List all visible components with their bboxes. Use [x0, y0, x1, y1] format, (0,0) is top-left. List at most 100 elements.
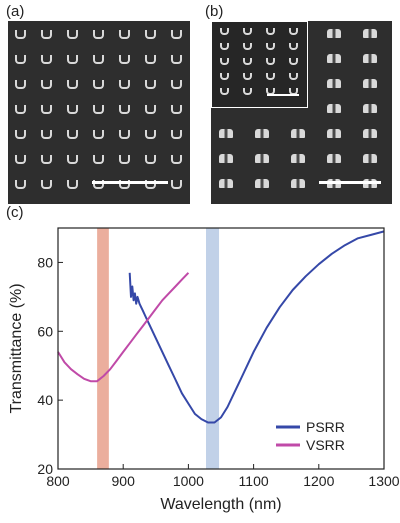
y-tick-label: 80 [37, 254, 53, 270]
split-ring-resonator [93, 155, 104, 164]
split-ring-resonator [266, 43, 275, 50]
split-ring-resonator [171, 130, 182, 139]
sem-inset [211, 21, 308, 108]
x-axis-label: Wavelength (nm) [160, 496, 281, 513]
split-ring-resonator [119, 80, 130, 89]
split-ring-resonator [220, 88, 229, 95]
x-tick-label: 900 [112, 473, 136, 489]
split-ring-resonator [15, 55, 26, 64]
split-ring-resonator [171, 105, 182, 114]
split-ring-resonator [93, 55, 104, 64]
split-ring-resonator [41, 155, 52, 164]
split-ring-resonator [266, 28, 275, 35]
legend-label-vsrr: VSRR [306, 437, 345, 453]
split-ring-resonator [219, 154, 233, 163]
y-tick-label: 60 [37, 323, 53, 339]
split-ring-resonator [171, 155, 182, 164]
split-ring-resonator [93, 30, 104, 39]
split-ring-resonator [266, 58, 275, 65]
split-ring-resonator [219, 129, 233, 138]
x-tick-label: 1100 [239, 473, 269, 489]
split-ring-resonator [255, 129, 269, 138]
split-ring-resonator [41, 180, 52, 189]
series-line-psrr [128, 230, 385, 424]
split-ring-resonator [363, 154, 377, 163]
legend-label-psrr: PSRR [306, 419, 345, 435]
split-ring-resonator [289, 43, 298, 50]
split-ring-resonator [243, 73, 252, 80]
split-ring-resonator [119, 105, 130, 114]
split-ring-resonator [363, 29, 377, 38]
split-ring-resonator [145, 80, 156, 89]
x-tick-label: 1200 [303, 473, 334, 489]
panel-a-label: (a) [6, 3, 25, 20]
panel-b-label: (b) [205, 3, 224, 20]
split-ring-resonator [41, 80, 52, 89]
split-ring-resonator [93, 80, 104, 89]
sem-image-b [211, 21, 392, 204]
x-tick-label: 1300 [368, 473, 399, 489]
split-ring-resonator [145, 105, 156, 114]
split-ring-resonator [220, 28, 229, 35]
split-ring-resonator [41, 30, 52, 39]
y-tick-label: 20 [37, 461, 53, 477]
split-ring-resonator [145, 55, 156, 64]
split-ring-resonator [93, 105, 104, 114]
split-ring-resonator [327, 54, 341, 63]
split-ring-resonator [67, 155, 78, 164]
legend: PSRR VSRR [276, 419, 345, 453]
split-ring-resonator [145, 30, 156, 39]
split-ring-resonator [15, 80, 26, 89]
split-ring-resonator [145, 130, 156, 139]
split-ring-resonator [243, 28, 252, 35]
split-ring-resonator [67, 180, 78, 189]
transmittance-chart: 800 900 1000 1100 1200 1300 20 40 60 80 Wavelengt… [8, 227, 400, 513]
split-ring-resonator [145, 180, 156, 189]
split-ring-resonator [41, 130, 52, 139]
scale-bar-inset [267, 94, 299, 96]
split-ring-resonator [220, 73, 229, 80]
split-ring-resonator [266, 73, 275, 80]
split-ring-resonator [145, 155, 156, 164]
split-ring-resonator [327, 104, 341, 113]
split-ring-resonator [363, 79, 377, 88]
panel-c-label: (c) [6, 204, 24, 221]
split-ring-resonator [327, 154, 341, 163]
split-ring-resonator [289, 28, 298, 35]
split-ring-resonator [243, 88, 252, 95]
split-ring-resonator [327, 29, 341, 38]
split-ring-resonator [93, 130, 104, 139]
split-ring-resonator [119, 30, 130, 39]
x-tick-label: 800 [46, 473, 70, 489]
split-ring-resonator [255, 154, 269, 163]
split-ring-resonator [67, 55, 78, 64]
plot-frame [57, 227, 385, 470]
split-ring-resonator [67, 80, 78, 89]
split-ring-resonator [363, 54, 377, 63]
split-ring-resonator [219, 179, 233, 188]
highlight-band-2 [206, 228, 220, 469]
split-ring-resonator [41, 55, 52, 64]
split-ring-resonator [119, 180, 130, 189]
split-ring-resonator [220, 58, 229, 65]
split-ring-resonator [171, 55, 182, 64]
highlight-band-1 [97, 228, 109, 469]
split-ring-resonator [363, 129, 377, 138]
split-ring-resonator [220, 43, 229, 50]
split-ring-resonator [327, 129, 341, 138]
split-ring-resonator [15, 30, 26, 39]
split-ring-resonator [67, 105, 78, 114]
split-ring-resonator [15, 180, 26, 189]
split-ring-resonator [119, 130, 130, 139]
split-ring-resonator [171, 30, 182, 39]
split-ring-resonator [171, 80, 182, 89]
split-ring-resonator [15, 130, 26, 139]
split-ring-resonator [243, 43, 252, 50]
split-ring-resonator [93, 180, 104, 189]
split-ring-resonator [15, 155, 26, 164]
split-ring-resonator [67, 130, 78, 139]
x-tick-label: 1000 [173, 473, 204, 489]
y-tick-label: 40 [37, 392, 53, 408]
y-axis-label: Transmittance (%) [8, 283, 25, 413]
scale-bar-a [92, 181, 168, 184]
